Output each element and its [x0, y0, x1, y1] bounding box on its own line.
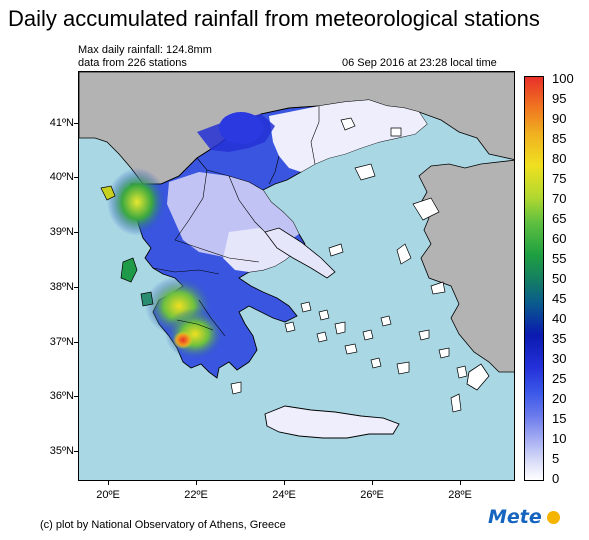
colorbar-label: 35 [552, 331, 567, 346]
zakynthos-island [140, 291, 154, 307]
lon-tick-label: 24ºE [272, 489, 296, 501]
lon-tick-label: 20ºE [96, 489, 120, 501]
lon-tick [460, 481, 461, 485]
chios-island [396, 243, 412, 265]
timestamp-label: 06 Sep 2016 at 23:28 local time [342, 57, 497, 69]
karpathos-island [450, 393, 462, 413]
lon-tick [284, 481, 285, 485]
colorbar-label: 65 [552, 211, 567, 226]
colorbar-label: 55 [552, 251, 567, 266]
lat-tick-label: 40ºN [49, 171, 74, 183]
colorbar-label: 85 [552, 131, 567, 146]
lon-tick-label: 22ºE [184, 489, 208, 501]
lat-tick-label: 41ºN [49, 117, 74, 129]
colorbar-label: 40 [552, 311, 567, 326]
map-title: Daily accumulated rainfall from meteorol… [8, 6, 540, 31]
lat-tick-label: 36ºN [49, 390, 74, 402]
station-count-label: data from 226 stations [78, 57, 187, 69]
lesvos-island [412, 197, 440, 221]
samothraki-island [390, 127, 402, 137]
limnos-island [354, 163, 376, 181]
colorbar-label: 5 [552, 451, 560, 466]
colorbar-label: 50 [552, 271, 567, 286]
samos-island [430, 281, 446, 295]
region-boundaries [152, 106, 320, 337]
turkey-land [418, 159, 514, 373]
colorbar [524, 76, 544, 481]
colorbar-label: 60 [552, 231, 567, 246]
lat-tick [74, 287, 78, 288]
cyclades-islands [284, 301, 468, 379]
rain-cell-epirus [107, 168, 167, 236]
lat-tick-label: 38ºN [49, 281, 74, 293]
colorbar-label: 25 [552, 371, 567, 386]
lat-tick-label: 35ºN [49, 445, 74, 457]
lon-tick-label: 28ºE [448, 489, 472, 501]
colorbar-label: 80 [552, 151, 567, 166]
kythira-island [230, 381, 242, 395]
colorbar-label: 15 [552, 411, 567, 426]
lat-tick [74, 123, 78, 124]
meteo-logo: Mete [488, 506, 542, 528]
lon-tick [196, 481, 197, 485]
colorbar-label: 70 [552, 191, 567, 206]
rhodes-island [466, 363, 490, 391]
lat-tick [74, 396, 78, 397]
lon-tick [108, 481, 109, 485]
rain-cell-peloponnese-south [165, 308, 225, 360]
crete-island [264, 405, 400, 439]
lat-tick [74, 177, 78, 178]
credit-text: (c) plot by National Observatory of Athe… [40, 519, 286, 531]
evia-island [264, 227, 336, 279]
colorbar-label: 95 [552, 91, 567, 106]
colorbar-label: 0 [552, 471, 560, 486]
corfu-island [100, 185, 116, 201]
lat-tick-label: 39ºN [49, 226, 74, 238]
rain-cell-north [219, 112, 263, 144]
colorbar-label: 20 [552, 391, 567, 406]
colorbar-label: 30 [552, 351, 567, 366]
colorbar-label: 10 [552, 431, 567, 446]
lat-tick [74, 232, 78, 233]
rainfall-map [78, 71, 515, 481]
lat-tick-label: 37ºN [49, 336, 74, 348]
lon-tick [372, 481, 373, 485]
lat-tick [74, 342, 78, 343]
kefalonia-island [120, 257, 138, 283]
sun-icon [547, 511, 560, 524]
skyros-island [328, 243, 344, 257]
map-metadata: Max daily rainfall: 124.8mm data from 22… [78, 44, 212, 70]
lon-tick-label: 26ºE [360, 489, 384, 501]
thasos-island [340, 117, 356, 131]
colorbar-label: 75 [552, 171, 567, 186]
colorbar-label: 100 [552, 71, 574, 86]
northern-low-rain [269, 100, 427, 172]
colorbar-label: 45 [552, 291, 567, 306]
max-rainfall-label: Max daily rainfall: 124.8mm [78, 44, 212, 56]
colorbar-label: 90 [552, 111, 567, 126]
lat-tick [74, 451, 78, 452]
rain-cell-extreme [173, 331, 193, 349]
map-svg [79, 72, 514, 480]
